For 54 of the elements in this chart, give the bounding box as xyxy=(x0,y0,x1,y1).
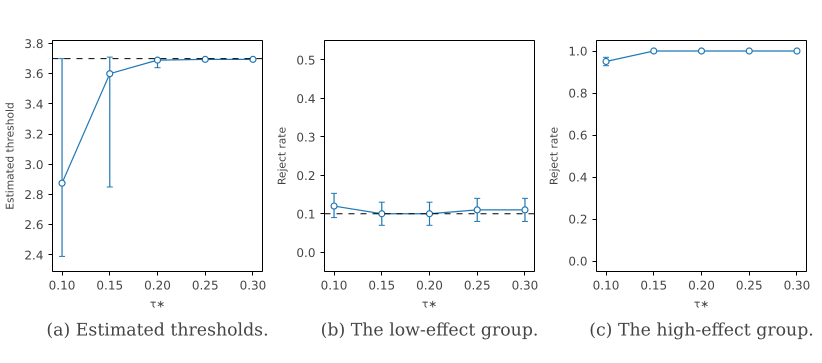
point xyxy=(521,206,529,214)
y-tick-label: 3.4 xyxy=(24,97,44,112)
y-tick-label: 0.4 xyxy=(296,92,316,106)
x-tick-label: 0.10 xyxy=(48,278,76,292)
x-tick-label: 0.20 xyxy=(416,278,443,292)
point xyxy=(426,210,434,218)
y-tick-label: 0.5 xyxy=(296,53,316,68)
y-axis-title: Reject rate xyxy=(275,126,288,186)
point xyxy=(249,56,257,63)
point xyxy=(378,210,386,218)
y-tick-label: 2.4 xyxy=(24,248,44,262)
y-tick-label: 1.0 xyxy=(568,44,588,58)
point xyxy=(202,56,209,63)
point xyxy=(58,180,66,187)
y-tick-label: 0.2 xyxy=(568,212,588,226)
y-tick-label: 0.6 xyxy=(568,128,588,142)
y-tick-label: 3.8 xyxy=(24,37,44,52)
x-tick-label: 0.15 xyxy=(368,278,396,292)
x-tick-label: 0.30 xyxy=(784,278,810,292)
y-tick-label: 0.3 xyxy=(296,130,316,144)
x-axis-title: τ∗ xyxy=(422,298,438,310)
x-axis-title: τ∗ xyxy=(150,298,166,310)
y-axis-title: Reject rate xyxy=(547,126,560,186)
y-tick-label: 0.0 xyxy=(296,246,316,260)
point xyxy=(154,56,162,64)
x-tick-label: 0.30 xyxy=(512,278,538,292)
point xyxy=(474,206,481,214)
x-tick-label: 0.10 xyxy=(592,278,620,292)
x-tick-label: 0.15 xyxy=(640,278,668,292)
x-tick-label: 0.15 xyxy=(96,278,124,292)
x-tick-label: 0.10 xyxy=(320,278,348,292)
y-tick-label: 0.4 xyxy=(568,170,588,184)
y-tick-label: 0.0 xyxy=(568,254,588,268)
x-tick-label: 0.25 xyxy=(192,278,219,292)
text: (c) The high-effect group. xyxy=(589,320,814,340)
y-tick-label: 3.6 xyxy=(24,67,44,82)
y-tick-label: 2.6 xyxy=(24,218,44,232)
point xyxy=(106,70,114,78)
y-tick-label: 0.8 xyxy=(568,86,588,100)
y-tick-label: 0.1 xyxy=(296,207,316,222)
x-axis-title: τ∗ xyxy=(694,298,710,310)
y-tick-label: 0.2 xyxy=(296,168,316,183)
x-tick-label: 0.20 xyxy=(144,278,171,292)
x-tick-label: 0.25 xyxy=(464,278,491,292)
x-tick-label: 0.25 xyxy=(736,278,763,292)
y-axis-title: Estimated threshold xyxy=(3,102,16,210)
x-tick-label: 0.30 xyxy=(240,278,266,292)
y-tick-label: 3.2 xyxy=(24,128,44,142)
text: (a) Estimated thresholds. xyxy=(46,320,269,340)
y-tick-label: 3.0 xyxy=(24,158,44,172)
point xyxy=(330,202,338,210)
y-tick-label: 2.8 xyxy=(24,188,44,202)
x-tick-label: 0.20 xyxy=(688,278,715,292)
text: (b) The low-effect group. xyxy=(320,320,538,340)
